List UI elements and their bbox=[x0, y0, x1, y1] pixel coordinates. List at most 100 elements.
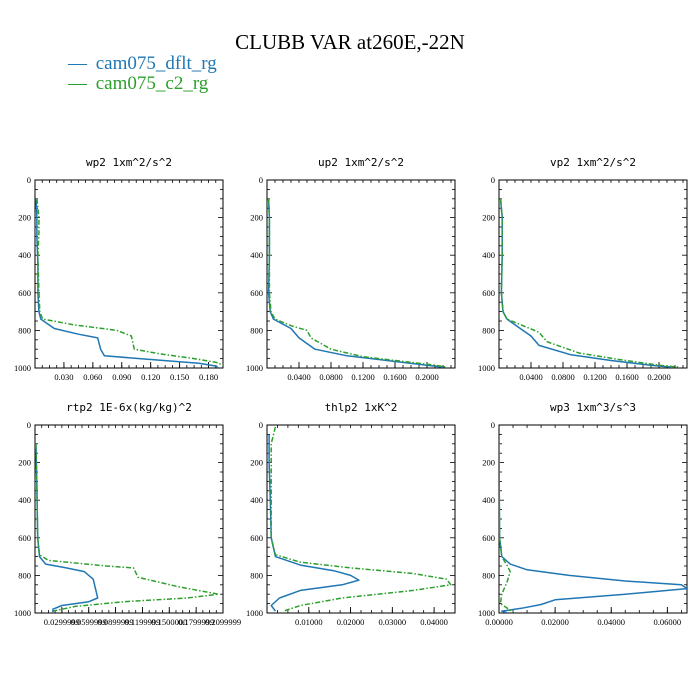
x-tick-label: 0.1600 bbox=[383, 372, 406, 382]
x-tick-label: 0.030 bbox=[54, 372, 73, 382]
x-tick-label: 0.180 bbox=[199, 372, 218, 382]
legend-marker-1: — bbox=[67, 53, 88, 74]
y-tick-label: 400 bbox=[18, 495, 31, 505]
legend-entry-2: — cam075_c2_rg bbox=[67, 73, 209, 94]
plot-frame bbox=[34, 179, 224, 369]
x-tick-label: 0.0299999 bbox=[44, 617, 80, 627]
panel-2: up2 1xm^2/s^2 0 200 400 600 800 1000 0.0400 0.08… bbox=[246, 156, 456, 382]
y-tick-label: 1000 bbox=[14, 608, 31, 618]
series-line-cam075_c2_rg bbox=[270, 426, 452, 612]
series-line-cam075_c2_rg bbox=[36, 198, 223, 366]
x-tick-label: 0.1200 bbox=[351, 372, 374, 382]
x-tick-label: 0.06000 bbox=[654, 617, 682, 627]
y-tick-label: 0 bbox=[27, 175, 31, 185]
y-tick-label: 1000 bbox=[478, 608, 495, 618]
plot-frame bbox=[498, 179, 688, 369]
y-tick-label: 0 bbox=[491, 420, 495, 430]
plot-frame bbox=[34, 424, 224, 614]
y-tick-label: 400 bbox=[18, 250, 31, 260]
series-line-cam075_dflt_rg bbox=[35, 443, 99, 613]
x-tick-label: 0.02000 bbox=[541, 617, 569, 627]
y-tick-label: 200 bbox=[250, 213, 263, 223]
y-tick-label: 1000 bbox=[478, 363, 495, 373]
y-tick-label: 400 bbox=[482, 250, 495, 260]
x-tick-label: 0.090 bbox=[112, 372, 131, 382]
series-line-cam075_dflt_rg bbox=[35, 198, 219, 368]
x-tick-label: 0.1200 bbox=[583, 372, 606, 382]
series-line-cam075_c2_rg bbox=[499, 443, 514, 613]
y-tick-label: 600 bbox=[482, 533, 495, 543]
legend-entry-1: — cam075_dflt_rg bbox=[67, 53, 217, 74]
y-tick-label: 200 bbox=[18, 213, 31, 223]
x-tick-label: 0.0400 bbox=[519, 372, 542, 382]
y-tick-label: 400 bbox=[250, 250, 263, 260]
x-tick-label: 0.2099999 bbox=[205, 617, 241, 627]
x-tick-label: 0.0400 bbox=[287, 372, 310, 382]
y-tick-label: 200 bbox=[250, 458, 263, 468]
panel-1: wp2 1xm^2/s^2 0 200 400 600 800 1000 0.030 0.060… bbox=[14, 156, 224, 382]
y-tick-label: 1000 bbox=[246, 608, 263, 618]
y-tick-label: 0 bbox=[491, 175, 495, 185]
x-tick-label: 0.1199999 bbox=[125, 617, 161, 627]
x-tick-label: 0.060 bbox=[83, 372, 102, 382]
series-line-cam075_dflt_rg bbox=[499, 198, 672, 368]
y-tick-label: 400 bbox=[482, 495, 495, 505]
figure-title: CLUBB VAR at260E,-22N bbox=[235, 30, 465, 54]
x-tick-label: 0.03000 bbox=[379, 617, 407, 627]
legend-label-2: cam075_c2_rg bbox=[96, 73, 209, 94]
panels: wp2 1xm^2/s^2 0 200 400 600 800 1000 0.030 0.060… bbox=[14, 156, 688, 627]
panel-title: thlp2 1xK^2 bbox=[325, 401, 398, 414]
legend-label-1: cam075_dflt_rg bbox=[96, 53, 218, 74]
y-tick-label: 600 bbox=[250, 533, 263, 543]
x-tick-label: 0.1600 bbox=[615, 372, 638, 382]
series-line-cam075_c2_rg bbox=[499, 198, 680, 368]
plot-frame bbox=[266, 179, 456, 369]
x-tick-label: 0.02000 bbox=[337, 617, 365, 627]
panel-3: vp2 1xm^2/s^2 0 200 400 600 800 1000 0.0400 0.08… bbox=[478, 156, 688, 382]
x-tick-label: 0.01000 bbox=[295, 617, 323, 627]
x-tick-label: 0.150 bbox=[170, 372, 189, 382]
y-tick-label: 200 bbox=[482, 458, 495, 468]
series-line-cam075_dflt_rg bbox=[268, 434, 360, 612]
y-tick-label: 200 bbox=[18, 458, 31, 468]
legend: — cam075_dflt_rg — cam075_c2_rg bbox=[67, 53, 217, 94]
y-tick-label: 600 bbox=[482, 288, 495, 298]
x-tick-label: 0.0800 bbox=[319, 372, 342, 382]
series-line-cam075_dflt_rg bbox=[267, 198, 444, 368]
y-tick-label: 600 bbox=[18, 533, 31, 543]
y-tick-label: 1000 bbox=[14, 363, 31, 373]
y-tick-label: 800 bbox=[18, 325, 31, 335]
y-tick-label: 1000 bbox=[246, 363, 263, 373]
x-tick-label: 0.0599999 bbox=[71, 617, 107, 627]
panel-title: up2 1xm^2/s^2 bbox=[318, 156, 404, 169]
x-tick-label: 0.0800 bbox=[551, 372, 574, 382]
x-tick-label: 0.04000 bbox=[420, 617, 448, 627]
plot-frame bbox=[266, 424, 456, 614]
y-tick-label: 0 bbox=[27, 420, 31, 430]
panel-title: rtp2 1E-6x(kg/kg)^2 bbox=[66, 401, 192, 414]
y-tick-label: 600 bbox=[250, 288, 263, 298]
y-tick-label: 600 bbox=[18, 288, 31, 298]
x-tick-label: 0.04000 bbox=[597, 617, 625, 627]
y-tick-label: 400 bbox=[250, 495, 263, 505]
panel-title: wp3 1xm^3/s^3 bbox=[550, 401, 636, 414]
panel-5: thlp2 1xK^2 0 200 400 600 800 1000 0.01000 0.020… bbox=[246, 401, 456, 627]
panel-title: vp2 1xm^2/s^2 bbox=[550, 156, 636, 169]
x-tick-label: 0.00000 bbox=[485, 617, 513, 627]
x-tick-label: 0.120 bbox=[141, 372, 160, 382]
x-tick-label: 0.2000 bbox=[415, 372, 438, 382]
legend-marker-2: — bbox=[67, 73, 88, 94]
plot-frame bbox=[498, 424, 688, 614]
y-tick-label: 800 bbox=[482, 325, 495, 335]
panel-title: wp2 1xm^2/s^2 bbox=[86, 156, 172, 169]
y-tick-label: 800 bbox=[250, 570, 263, 580]
x-tick-label: 0.1799999 bbox=[178, 617, 214, 627]
series-line-cam075_dflt_rg bbox=[499, 443, 687, 613]
series-line-cam075_c2_rg bbox=[35, 443, 220, 612]
x-tick-label: 0.2000 bbox=[647, 372, 670, 382]
series-line-cam075_c2_rg bbox=[267, 198, 448, 368]
y-tick-label: 800 bbox=[482, 570, 495, 580]
y-tick-label: 800 bbox=[18, 570, 31, 580]
